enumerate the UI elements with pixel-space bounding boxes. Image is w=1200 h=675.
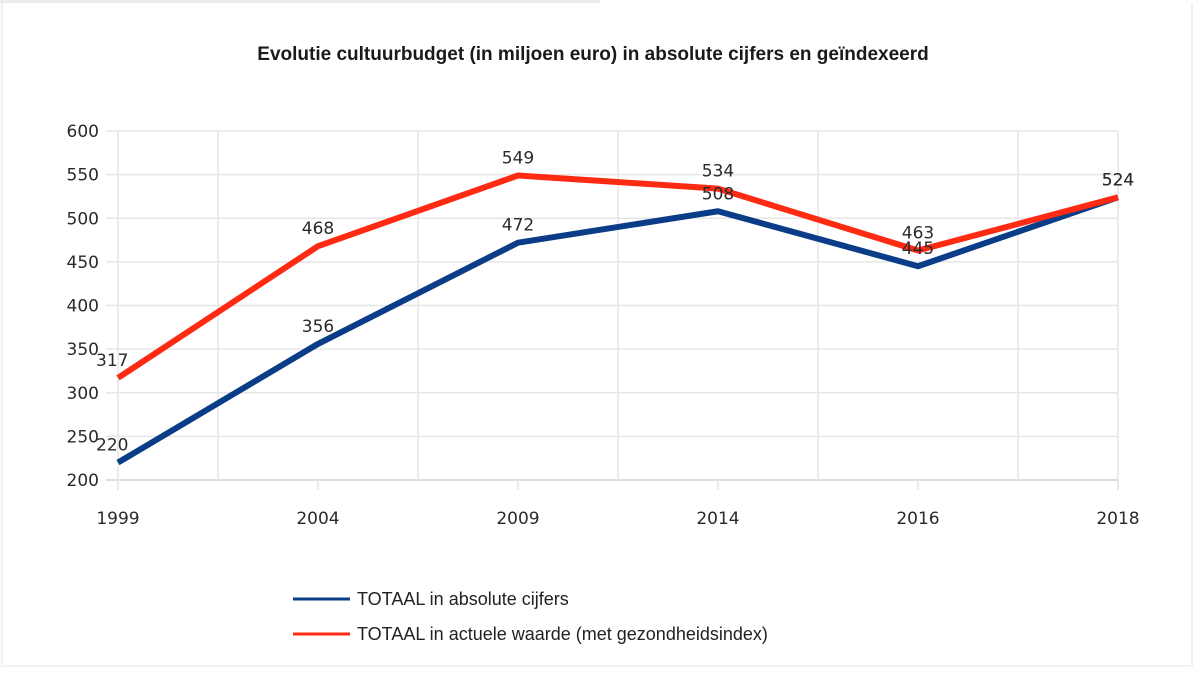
y-tick-label: 300 <box>67 384 99 404</box>
series-line-absolute <box>116 194 1119 466</box>
legend-item: TOTAAL in absolute cijfers <box>293 589 569 609</box>
data-label: 220 <box>96 436 128 456</box>
top-strip <box>0 0 600 3</box>
x-tick-label: 2016 <box>896 509 939 529</box>
data-label: 463 <box>902 224 934 244</box>
y-tick-label: 250 <box>67 427 99 447</box>
data-label: 508 <box>702 184 734 204</box>
legend: TOTAAL in absolute cijfers TOTAAL in actu… <box>293 589 768 644</box>
y-axis-tick-labels: 200 250 300 350 400 450 500 550 600 <box>67 122 99 491</box>
x-tick-label: 2009 <box>496 509 539 529</box>
y-tick-label: 500 <box>67 209 99 229</box>
x-axis-tick-labels: 1999 2004 2009 2014 2016 2018 <box>96 509 1139 529</box>
data-label: 317 <box>96 351 128 371</box>
chart-title: Evolutie cultuurbudget (in miljoen euro)… <box>257 44 928 65</box>
legend-label: TOTAAL in absolute cijfers <box>357 589 569 609</box>
x-tick-label: 2014 <box>696 509 739 529</box>
data-label: 356 <box>302 317 334 337</box>
axes <box>117 131 1119 490</box>
data-label: 472 <box>502 216 534 236</box>
x-tick-label: 2004 <box>296 509 339 529</box>
series-lines <box>116 172 1119 466</box>
series-line-indexed <box>116 172 1119 381</box>
data-label: 524 <box>1102 170 1134 190</box>
y-tick-label: 400 <box>67 297 99 317</box>
legend-item: TOTAAL in actuele waarde (met gezondheid… <box>293 624 768 644</box>
y-tick-label: 450 <box>67 253 99 273</box>
x-tick-label: 2018 <box>1096 509 1139 529</box>
y-tick-label: 550 <box>67 166 99 186</box>
legend-label: TOTAAL in actuele waarde (met gezondheid… <box>357 624 768 644</box>
y-tick-label: 200 <box>67 471 99 491</box>
data-label: 524 <box>1102 170 1134 190</box>
gridlines <box>106 130 1118 481</box>
data-label: 534 <box>702 162 734 182</box>
chart-panel <box>1 3 1193 667</box>
data-label: 445 <box>902 239 934 259</box>
y-tick-label: 600 <box>67 122 99 142</box>
x-tick-label: 1999 <box>96 509 139 529</box>
y-tick-label: 350 <box>67 340 99 360</box>
data-label: 468 <box>302 219 334 239</box>
data-label: 549 <box>502 148 534 168</box>
